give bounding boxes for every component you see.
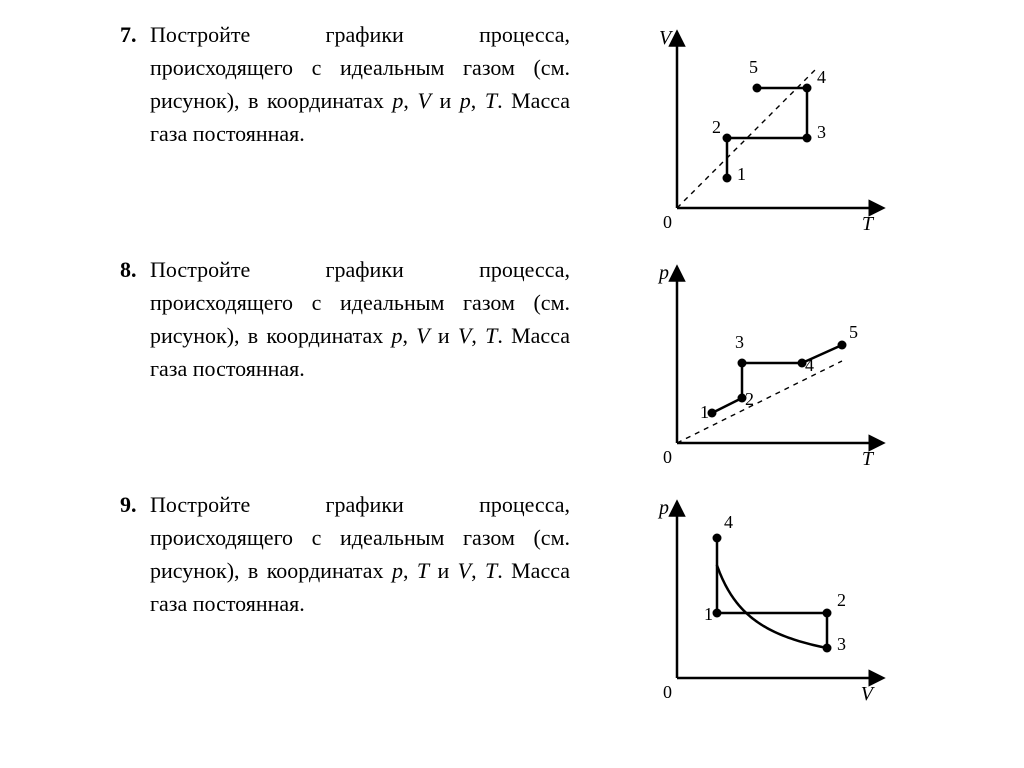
problem-number: 7. — [120, 18, 150, 150]
point-label-4: 4 — [805, 355, 814, 375]
point-label-2: 2 — [712, 117, 721, 137]
problem-body: Постройте графики процесса, происходящег… — [150, 253, 570, 385]
point-label-4: 4 — [724, 512, 733, 532]
point-label-3: 3 — [735, 332, 744, 352]
y-axis-label: p — [657, 497, 669, 519]
x-axis-label: V — [861, 683, 876, 705]
problem-text: 8.Постройте графики процесса, происходящ… — [120, 253, 570, 385]
origin-label: 0 — [663, 682, 672, 702]
x-axis-label: T — [862, 213, 875, 235]
point-label-4: 4 — [817, 67, 826, 87]
point-label-3: 3 — [837, 634, 846, 654]
chart-svg: V T 0 1 2 3 4 5 — [647, 18, 907, 238]
x-axis-label: T — [862, 448, 875, 470]
problem-figure: p T 0 1 2 3 4 5 — [570, 253, 984, 473]
y-axis-label: V — [659, 27, 674, 49]
point-label-1: 1 — [700, 402, 709, 422]
problem-figure: p V 0 1 2 3 4 — [570, 488, 984, 708]
point-label-2: 2 — [745, 389, 754, 409]
origin-label: 0 — [663, 212, 672, 232]
problem-figure: V T 0 1 2 3 4 5 — [570, 18, 984, 238]
point-label-5: 5 — [849, 322, 858, 342]
problem-body: Постройте графики процесса, происходящег… — [150, 488, 570, 620]
problem-3: 9.Постройте графики процесса, происходящ… — [120, 488, 984, 708]
problem-body: Постройте графики процесса, происходящег… — [150, 18, 570, 150]
point-label-1: 1 — [737, 164, 746, 184]
problem-number: 9. — [120, 488, 150, 620]
problem-2: 8.Постройте графики процесса, происходящ… — [120, 253, 984, 473]
point-label-2: 2 — [837, 590, 846, 610]
problem-number: 8. — [120, 253, 150, 385]
chart-svg: p T 0 1 2 3 4 5 — [647, 253, 907, 473]
origin-label: 0 — [663, 447, 672, 467]
point-label-1: 1 — [704, 604, 713, 624]
point-label-3: 3 — [817, 122, 826, 142]
problem-text: 7.Постройте графики процесса, происходящ… — [120, 18, 570, 150]
chart-svg: p V 0 1 2 3 4 — [647, 488, 907, 708]
problem-1: 7.Постройте графики процесса, происходящ… — [120, 18, 984, 238]
y-axis-label: p — [657, 262, 669, 284]
point-label-5: 5 — [749, 57, 758, 77]
problem-text: 9.Постройте графики процесса, происходящ… — [120, 488, 570, 620]
